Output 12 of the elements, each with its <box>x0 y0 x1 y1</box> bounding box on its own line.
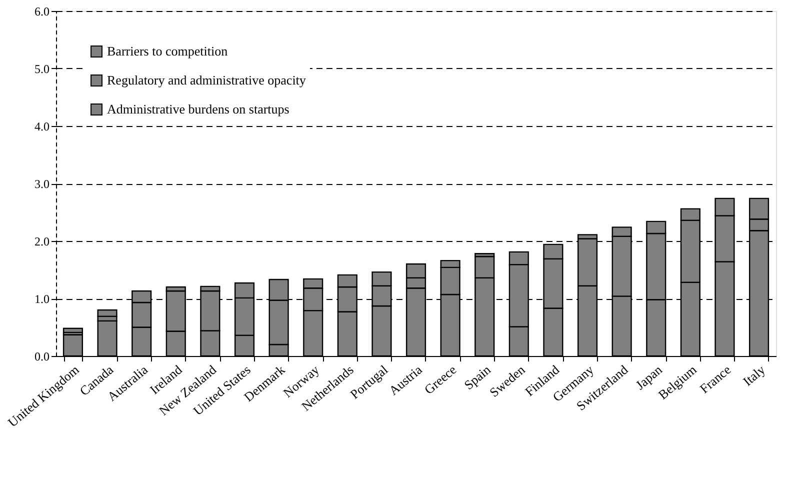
legend-label: Barriers to competition <box>107 44 228 58</box>
bar <box>62 328 84 334</box>
y-tick-label: 1.0 <box>34 292 50 306</box>
y-tick-label: 5.0 <box>34 62 50 76</box>
y-tick-label: 2.0 <box>34 234 50 248</box>
legend-label: Administrative burdens on startups <box>107 102 290 116</box>
y-tick-label: 3.0 <box>34 177 50 191</box>
y-tick-label: 4.0 <box>34 120 50 134</box>
x-tick-label: Italy <box>740 362 768 389</box>
legend-label: Regulatory and administrative opacity <box>107 72 306 88</box>
y-tick-label: 0.0 <box>34 350 50 364</box>
y-tick-label: 6.0 <box>34 4 50 18</box>
